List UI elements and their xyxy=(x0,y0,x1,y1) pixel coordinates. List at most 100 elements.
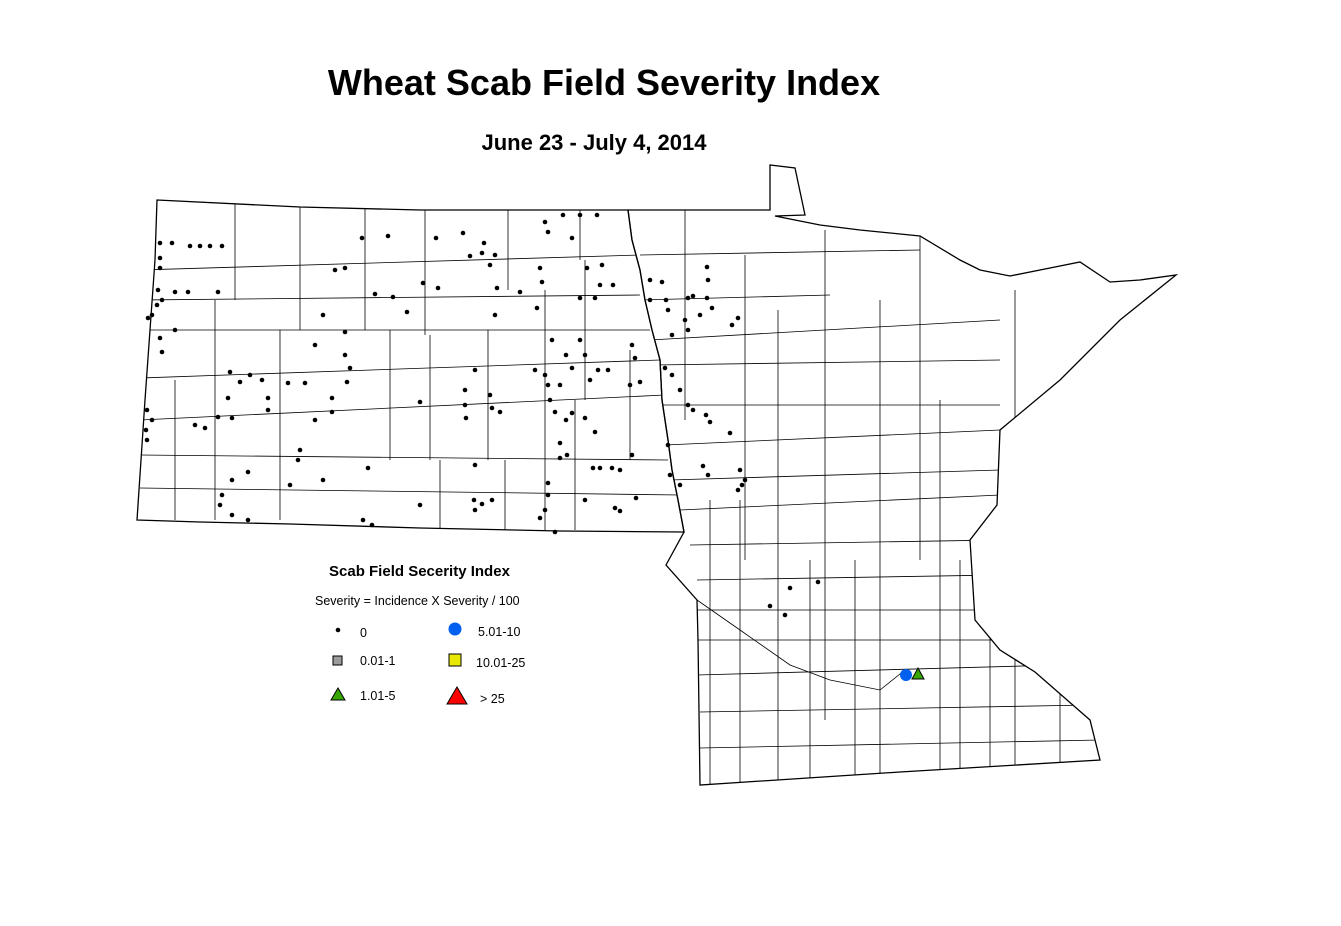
site-severity-0 xyxy=(479,250,485,256)
site-severity-0 xyxy=(169,240,175,246)
site-severity-0 xyxy=(594,212,600,218)
county-line xyxy=(139,294,641,301)
site-severity-0 xyxy=(532,367,538,373)
site-severity-0 xyxy=(390,294,396,300)
county-line xyxy=(689,539,1001,546)
county-line xyxy=(139,487,681,496)
site-severity-0 xyxy=(219,243,225,249)
site-severity-0 xyxy=(472,507,478,513)
county-line xyxy=(696,599,906,691)
site-severity-0 xyxy=(487,392,493,398)
legend-label: 1.01-5 xyxy=(360,689,396,703)
site-severity-0 xyxy=(735,487,741,493)
site-severity-0 xyxy=(494,285,500,291)
site-severity-0 xyxy=(782,612,788,618)
site-severity-0 xyxy=(332,267,338,273)
site-severity-0 xyxy=(202,425,208,431)
site-severity-0 xyxy=(595,367,601,373)
site-severity-0 xyxy=(659,279,665,285)
site-severity-0 xyxy=(185,289,191,295)
legend-label: > 25 xyxy=(480,692,505,706)
legend-label: 0.01-1 xyxy=(360,654,396,668)
site-severity-0 xyxy=(285,380,291,386)
county-line xyxy=(699,704,1091,713)
site-severity-0 xyxy=(297,447,303,453)
site-severity-0 xyxy=(742,477,748,483)
county-line xyxy=(139,394,666,421)
county-line xyxy=(696,664,1061,676)
site-severity-0 xyxy=(159,297,165,303)
legend-symbol-5-10 xyxy=(448,622,462,636)
site-severity-0 xyxy=(587,377,593,383)
site-severity-0 xyxy=(705,277,711,283)
site-severity-0 xyxy=(433,235,439,241)
site-severity-0 xyxy=(704,295,710,301)
site-severity-0 xyxy=(172,289,178,295)
site-severity-0 xyxy=(582,497,588,503)
site-severity-0 xyxy=(462,402,468,408)
site-severity-0 xyxy=(552,529,558,535)
site-severity-0 xyxy=(365,465,371,471)
site-severity-0 xyxy=(245,469,251,475)
site-severity-0 xyxy=(735,315,741,321)
site-severity-0 xyxy=(225,395,231,401)
site-severity-0 xyxy=(149,417,155,423)
site-severity-0 xyxy=(569,365,575,371)
site-severity-1-5 xyxy=(911,666,925,680)
site-severity-0 xyxy=(312,342,318,348)
site-severity-0 xyxy=(149,312,155,318)
legend-formula: Severity = Incidence X Severity / 100 xyxy=(315,594,520,608)
site-severity-0 xyxy=(342,352,348,358)
site-severity-0 xyxy=(557,440,563,446)
site-severity-0 xyxy=(347,365,353,371)
site-severity-0 xyxy=(359,235,365,241)
site-severity-0 xyxy=(662,365,668,371)
site-severity-0 xyxy=(647,277,653,283)
site-severity-0 xyxy=(682,317,688,323)
site-severity-0 xyxy=(157,255,163,261)
site-severity-0 xyxy=(215,289,221,295)
site-severity-0 xyxy=(685,402,691,408)
site-severity-0 xyxy=(155,287,161,293)
site-severity-0 xyxy=(577,337,583,343)
site-severity-0 xyxy=(597,282,603,288)
site-severity-0 xyxy=(677,387,683,393)
site-severity-0 xyxy=(709,305,715,311)
site-severity-0 xyxy=(144,407,150,413)
site-severity-0 xyxy=(677,482,683,488)
site-severity-0 xyxy=(610,282,616,288)
site-severity-0 xyxy=(739,482,745,488)
site-severity-0 xyxy=(633,495,639,501)
site-severity-0 xyxy=(207,243,213,249)
site-severity-0 xyxy=(665,307,671,313)
field-sites xyxy=(143,212,925,681)
site-severity-0 xyxy=(329,395,335,401)
site-severity-0 xyxy=(569,235,575,241)
site-severity-0 xyxy=(237,379,243,385)
site-severity-0 xyxy=(157,335,163,341)
site-severity-0 xyxy=(590,465,596,471)
county-line xyxy=(679,494,1001,511)
site-severity-0 xyxy=(609,465,615,471)
legend-label: 0 xyxy=(360,626,367,640)
site-severity-0 xyxy=(557,382,563,388)
site-severity-0 xyxy=(685,327,691,333)
site-severity-0 xyxy=(369,522,375,528)
site-severity-0 xyxy=(552,409,558,415)
site-severity-0 xyxy=(404,309,410,315)
site-severity-0 xyxy=(697,312,703,318)
site-severity-0 xyxy=(637,379,643,385)
site-severity-0 xyxy=(420,280,426,286)
site-severity-0 xyxy=(545,382,551,388)
site-severity-0 xyxy=(627,382,633,388)
legend-symbol-0 xyxy=(335,627,341,633)
site-severity-0 xyxy=(545,480,551,486)
site-severity-0 xyxy=(154,302,160,308)
site-severity-0 xyxy=(629,452,635,458)
map-subtitle: June 23 - July 4, 2014 xyxy=(481,130,707,155)
site-severity-0 xyxy=(577,212,583,218)
county-boundaries xyxy=(139,200,1101,785)
site-severity-0 xyxy=(467,253,473,259)
site-severity-0 xyxy=(145,315,151,321)
